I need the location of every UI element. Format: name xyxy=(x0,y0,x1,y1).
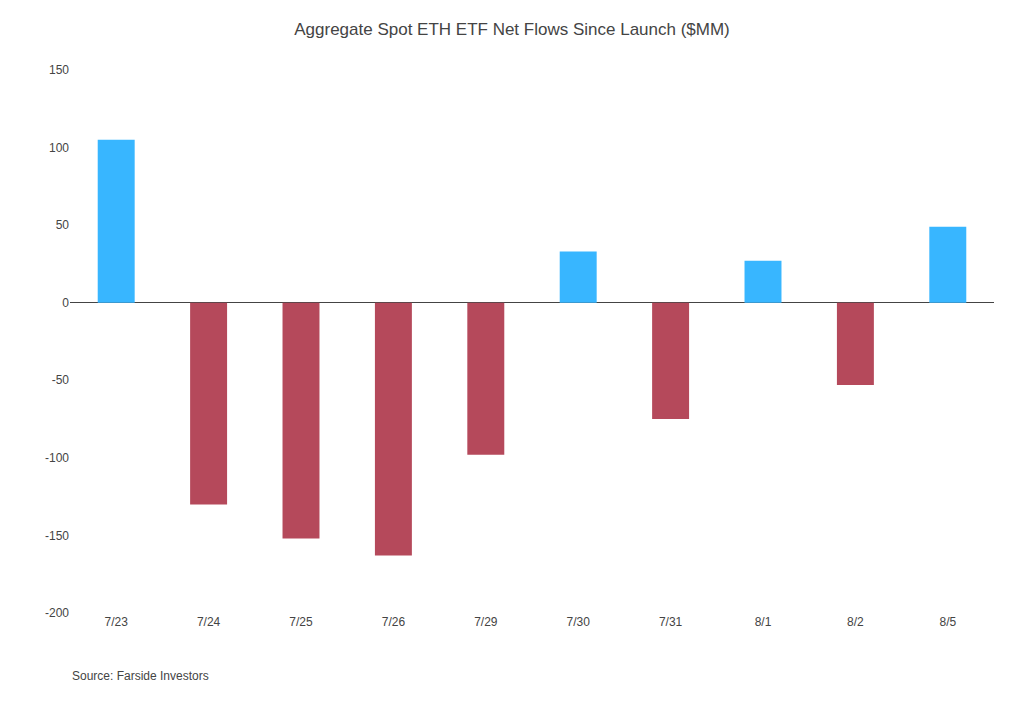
svg-text:7/30: 7/30 xyxy=(567,615,591,629)
svg-text:50: 50 xyxy=(56,218,70,232)
svg-text:Source: Farside Investors: Source: Farside Investors xyxy=(72,669,209,683)
svg-text:7/23: 7/23 xyxy=(105,615,129,629)
svg-text:7/24: 7/24 xyxy=(197,615,221,629)
svg-text:7/26: 7/26 xyxy=(382,615,406,629)
svg-text:7/29: 7/29 xyxy=(474,615,498,629)
svg-text:8/2: 8/2 xyxy=(847,615,864,629)
svg-text:-100: -100 xyxy=(45,451,69,465)
svg-text:8/5: 8/5 xyxy=(939,615,956,629)
svg-text:8/1: 8/1 xyxy=(755,615,772,629)
svg-text:7/31: 7/31 xyxy=(659,615,683,629)
svg-text:150: 150 xyxy=(49,63,69,77)
svg-text:-200: -200 xyxy=(45,606,69,620)
svg-text:7/25: 7/25 xyxy=(289,615,313,629)
svg-text:-150: -150 xyxy=(45,529,69,543)
svg-text:100: 100 xyxy=(49,141,69,155)
svg-text:-50: -50 xyxy=(52,373,70,387)
svg-text:0: 0 xyxy=(62,296,69,310)
svg-text:Aggregate Spot ETH ETF Net Flo: Aggregate Spot ETH ETF Net Flows Since L… xyxy=(294,20,730,39)
